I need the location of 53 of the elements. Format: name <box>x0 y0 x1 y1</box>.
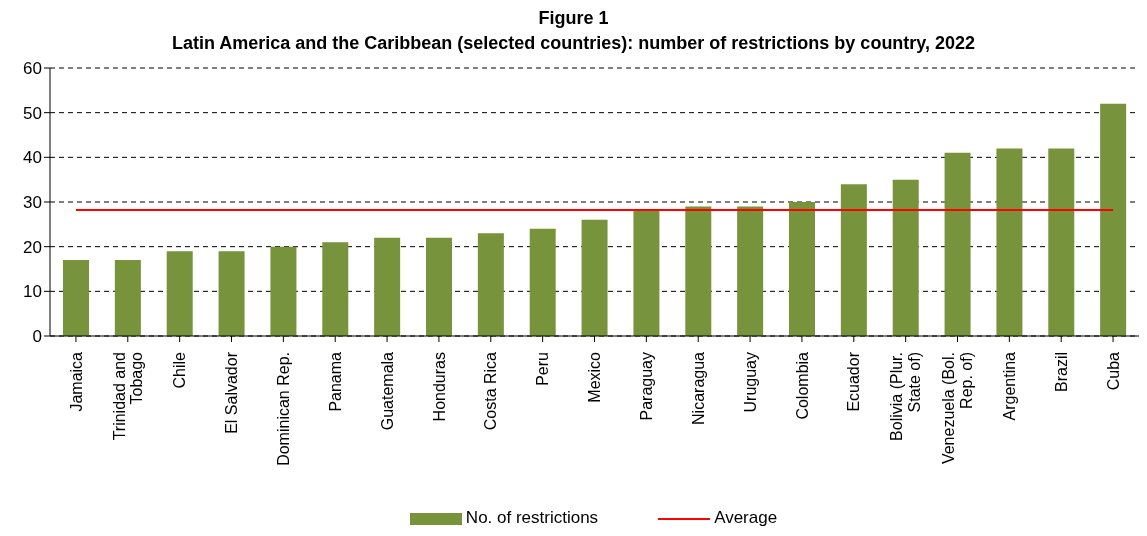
bar <box>322 242 349 336</box>
y-tick-label: 50 <box>23 103 42 123</box>
x-tick-label: Brazil <box>1052 352 1070 393</box>
bar <box>685 206 712 336</box>
x-tick-label: Paraguay <box>637 352 655 421</box>
bar <box>892 179 919 336</box>
bar <box>477 233 504 336</box>
x-tick-label: Bolivia (Plur. State of) <box>888 352 924 441</box>
bar <box>944 152 971 336</box>
bar <box>581 219 608 336</box>
x-tick-label: Costa Rica <box>482 351 500 431</box>
x-tick-label: Ecuador <box>845 351 863 412</box>
y-tick-label: 40 <box>23 148 42 168</box>
legend-label: No. of restrictions <box>464 508 599 528</box>
bar <box>1048 148 1075 336</box>
bar <box>737 206 764 336</box>
x-tick-label: Guatemala <box>378 351 396 431</box>
chart-title: Figure 1 <box>537 7 610 30</box>
x-tick-label: Jamaica <box>67 351 85 412</box>
bar <box>789 202 815 336</box>
x-tick-label: Colombia <box>793 351 811 420</box>
x-tick-label: Nicaragua <box>689 351 707 425</box>
x-tick-label: Dominican Rep. <box>274 352 292 466</box>
x-tick-label: Panama <box>326 351 344 412</box>
y-tick-label: 60 <box>23 59 42 79</box>
y-tick-label: 10 <box>23 282 42 302</box>
y-tick-label: 20 <box>23 237 42 257</box>
bar <box>114 260 141 336</box>
bar <box>840 184 867 336</box>
bar <box>1100 103 1127 336</box>
bar <box>633 210 660 336</box>
bar <box>166 251 193 336</box>
x-tick-label: El Salvador <box>223 351 241 434</box>
x-tick-label: Uruguay <box>741 352 759 413</box>
legend-label: Average <box>713 508 778 528</box>
x-tick-label: Trinidad and Tobago <box>110 351 146 441</box>
bar <box>63 260 89 336</box>
bar <box>426 237 452 336</box>
bar <box>270 246 297 336</box>
x-tick-label: Cuba <box>1104 351 1122 391</box>
y-tick-label: 30 <box>23 193 42 213</box>
y-tick-label: 0 <box>32 327 42 347</box>
bar <box>996 148 1023 336</box>
x-tick-label: Chile <box>171 351 189 389</box>
bar <box>374 237 401 336</box>
x-tick-label: Mexico <box>586 351 604 403</box>
x-tick-label: Argentina <box>1000 351 1018 421</box>
x-tick-label: Venezuela (Bol. Rep. of) <box>940 352 975 465</box>
x-tick-label: Peru <box>534 352 552 386</box>
bar <box>529 228 556 336</box>
bar <box>218 251 245 336</box>
chart-subtitle: Latin America and the Caribbean (selected countries): number of restrictions by country, 2022 <box>170 32 977 55</box>
x-tick-label: Honduras <box>430 352 448 422</box>
